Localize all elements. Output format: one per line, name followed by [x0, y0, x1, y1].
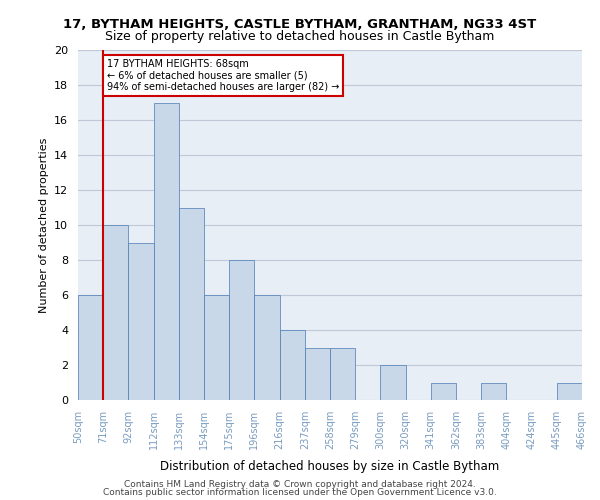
Bar	[179, 208, 204, 400]
Y-axis label: Number of detached properties: Number of detached properties	[38, 138, 49, 312]
X-axis label: Distribution of detached houses by size in Castle Bytham: Distribution of detached houses by size …	[160, 460, 500, 473]
Bar	[557, 382, 582, 400]
Bar	[254, 295, 280, 400]
Bar	[280, 330, 305, 400]
Bar	[481, 382, 506, 400]
Bar	[103, 225, 128, 400]
Bar	[431, 382, 456, 400]
Bar	[229, 260, 254, 400]
Text: Contains public sector information licensed under the Open Government Licence v3: Contains public sector information licen…	[103, 488, 497, 497]
Bar	[128, 242, 154, 400]
Text: Size of property relative to detached houses in Castle Bytham: Size of property relative to detached ho…	[106, 30, 494, 43]
Text: 17, BYTHAM HEIGHTS, CASTLE BYTHAM, GRANTHAM, NG33 4ST: 17, BYTHAM HEIGHTS, CASTLE BYTHAM, GRANT…	[64, 18, 536, 30]
Text: 17 BYTHAM HEIGHTS: 68sqm
← 6% of detached houses are smaller (5)
94% of semi-det: 17 BYTHAM HEIGHTS: 68sqm ← 6% of detache…	[107, 59, 340, 92]
Bar	[78, 295, 103, 400]
Bar	[305, 348, 330, 400]
Bar	[154, 102, 179, 400]
Text: Contains HM Land Registry data © Crown copyright and database right 2024.: Contains HM Land Registry data © Crown c…	[124, 480, 476, 489]
Bar	[330, 348, 355, 400]
Bar	[380, 365, 406, 400]
Bar	[204, 295, 229, 400]
